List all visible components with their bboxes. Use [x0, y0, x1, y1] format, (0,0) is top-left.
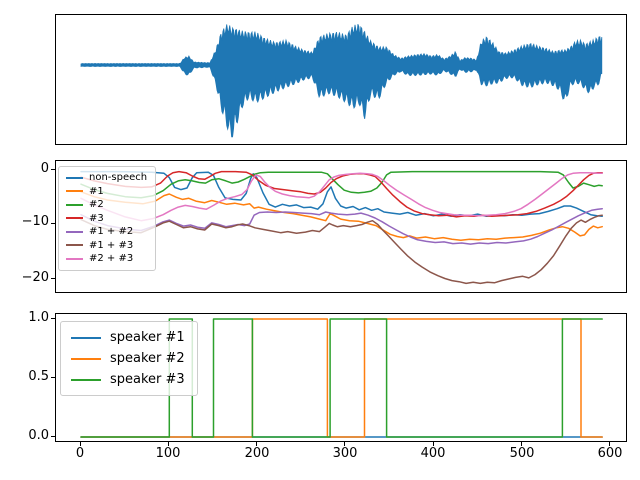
ytick-label-0.5: 0.5	[28, 369, 49, 384]
tick-mark	[51, 223, 55, 224]
activity-axes: speaker #1 speaker #2 speaker #3	[55, 313, 627, 442]
line-swatch-2	[66, 203, 83, 206]
series-line-#2 + #3	[80, 171, 603, 222]
tick-mark	[51, 376, 55, 378]
waveform-trace	[80, 24, 603, 138]
series-line-#1 + #3	[80, 214, 603, 285]
likelihood-plot	[80, 170, 603, 285]
xtick-label-100: 100	[155, 446, 181, 461]
line-swatch-speaker-2	[71, 357, 101, 360]
legend-item-1: #1	[66, 185, 147, 199]
legend-label: speaker #2	[110, 351, 185, 366]
line-swatch-3	[66, 217, 83, 220]
line-swatch-non-speech	[66, 176, 83, 179]
legend-label: non-speech	[89, 172, 148, 184]
xtick-label-600: 600	[597, 446, 623, 461]
legend-label: #2 + #3	[89, 253, 134, 265]
legend-item-speaker-3: speaker #3	[71, 369, 185, 390]
series-line-speaker #3	[80, 318, 603, 438]
legend-item-1-2: #1 + #2	[66, 225, 147, 239]
series-line-#3	[80, 170, 603, 218]
legend-item-speaker-1: speaker #1	[71, 327, 185, 348]
tick-mark	[51, 317, 55, 319]
legend-label: speaker #3	[110, 372, 185, 387]
line-swatch-1-3	[66, 244, 83, 247]
activity-plot	[80, 318, 603, 438]
tick-mark	[609, 442, 611, 446]
activity-legend: speaker #1 speaker #2 speaker #3	[60, 321, 198, 396]
line-swatch-2-3	[66, 257, 83, 260]
tick-mark	[432, 442, 434, 446]
legend-label: #1	[89, 185, 104, 197]
xtick-label-0: 0	[75, 446, 85, 461]
legend-item-3: #3	[66, 212, 147, 226]
legend-label: #1 + #3	[89, 239, 134, 251]
legend-label: speaker #1	[110, 330, 185, 345]
legend-item-speaker-2: speaker #2	[71, 348, 185, 369]
waveform-plot	[80, 24, 603, 138]
waveform-axes	[55, 14, 627, 145]
ytick-label-1.0: 1.0	[28, 310, 49, 325]
series-line-#2	[80, 170, 603, 199]
tick-mark	[167, 442, 169, 446]
ytick-label-neg10: −10	[21, 214, 49, 229]
xtick-label-500: 500	[509, 446, 535, 461]
xtick-label-300: 300	[332, 446, 358, 461]
ytick-label-0.0: 0.0	[28, 428, 49, 443]
line-swatch-1	[66, 190, 83, 193]
legend-label: #2	[89, 199, 104, 211]
line-swatch-speaker-1	[71, 336, 101, 339]
ytick-label-neg20: −20	[21, 270, 49, 285]
legend-label: #1 + #2	[89, 226, 134, 238]
tick-mark	[79, 442, 81, 446]
line-swatch-1-2	[66, 230, 83, 233]
legend-item-non-speech: non-speech	[66, 171, 147, 185]
xtick-label-400: 400	[420, 446, 446, 461]
tick-mark	[51, 168, 55, 170]
series-line-non-speech	[80, 170, 603, 218]
line-swatch-speaker-3	[71, 378, 101, 381]
tick-mark	[521, 442, 523, 446]
tick-mark	[344, 442, 346, 446]
legend-item-2-3: #2 + #3	[66, 252, 147, 266]
tick-mark	[51, 435, 55, 437]
ytick-label-0: 0	[40, 161, 49, 176]
xtick-label-200: 200	[244, 446, 270, 461]
series-line-#1 + #2	[80, 207, 603, 245]
legend-item-1-3: #1 + #3	[66, 239, 147, 253]
likelihood-legend: non-speech #1 #2 #3 #1 + #2 #1 + #3 #2 +…	[58, 166, 157, 271]
legend-item-2: #2	[66, 198, 147, 212]
tick-mark	[256, 442, 258, 446]
legend-label: #3	[89, 212, 104, 224]
series-line-#1	[80, 191, 603, 242]
likelihood-axes: non-speech #1 #2 #3 #1 + #2 #1 + #3 #2 +…	[55, 160, 627, 293]
tick-mark	[51, 277, 55, 279]
